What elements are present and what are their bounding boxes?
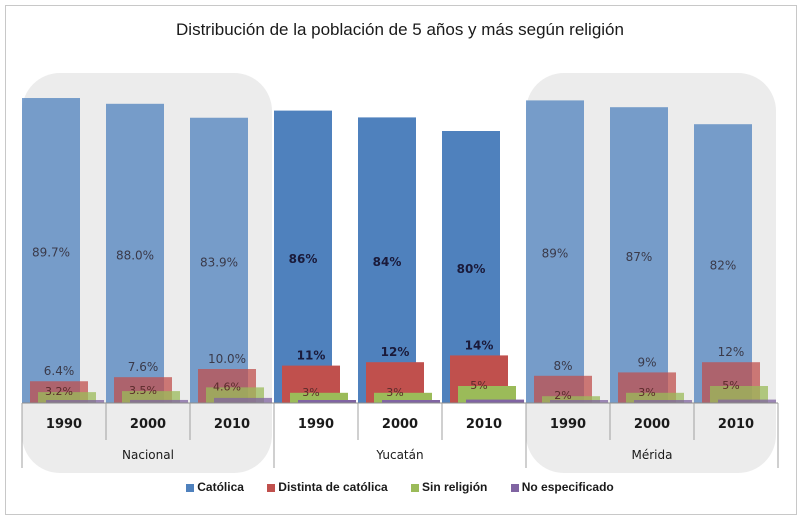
bar-católica-nacional-2000: [106, 103, 164, 404]
bar-católica-mérida-2000: [610, 107, 668, 403]
bar-sin-religión-yucatán-1990: [290, 392, 348, 403]
chart-title: Distribución de la población de 5 años y…: [176, 20, 624, 39]
bar-no-especificado-yucatán-1990: [298, 400, 356, 403]
data-label-catolica: 87%: [626, 250, 653, 264]
bar-no-especificado-mérida-2000: [634, 400, 692, 403]
bar-sin-religión-nacional-1990: [38, 392, 96, 403]
bar-sin-religión-nacional-2000: [122, 391, 180, 403]
data-label-sin-religion: 2%: [554, 389, 571, 402]
bar-católica-nacional-2010: [190, 117, 248, 404]
data-label-distinta: 10.0%: [208, 352, 246, 366]
legend-item-no-especificado: No especificado: [510, 480, 614, 494]
bar-sin-religión-yucatán-2000: [374, 392, 432, 403]
data-label-catolica: 80%: [457, 262, 486, 276]
data-label-catolica: 86%: [289, 252, 318, 266]
x-tick-label: 2010: [214, 417, 250, 432]
data-label-catolica: 82%: [710, 259, 737, 273]
data-label-catolica: 83.9%: [200, 255, 238, 269]
bar-católica-nacional-1990: [22, 98, 80, 404]
data-label-distinta: 12%: [718, 345, 745, 359]
x-tick-label: 2000: [634, 417, 670, 432]
x-tick-label: 2000: [130, 417, 166, 432]
data-label-distinta: 8%: [553, 359, 572, 373]
data-label-distinta: 14%: [465, 338, 494, 352]
bar-católica-yucatán-1990: [274, 110, 332, 403]
legend-item-distinta: Distinta de católica: [267, 480, 388, 494]
data-label-distinta: 7.6%: [128, 360, 159, 374]
legend-label: Sin religión: [422, 480, 488, 494]
x-tick-label: 2010: [718, 417, 754, 432]
data-label-distinta: 9%: [637, 355, 656, 369]
bar-sin-religión-mérida-2010: [710, 386, 768, 403]
legend-label: Católica: [197, 480, 244, 494]
data-label-catolica: 84%: [373, 255, 402, 269]
legend-label: Distinta de católica: [278, 480, 388, 494]
bar-no-especificado-mérida-1990: [550, 400, 608, 403]
data-label-catolica: 89%: [542, 247, 569, 261]
legend-swatch: [186, 483, 195, 492]
x-tick-label: 2010: [466, 417, 502, 432]
bar-no-especificado-yucatán-2000: [382, 400, 440, 403]
bar-no-especificado-nacional-2000: [130, 399, 188, 403]
bar-no-especificado-nacional-2010: [214, 397, 272, 403]
bar-católica-yucatán-2000: [358, 117, 416, 404]
data-label-sin-religion: 5%: [470, 379, 487, 392]
bar-católica-mérida-2010: [694, 124, 752, 403]
data-label-sin-religion: 4.6%: [213, 380, 241, 393]
legend-swatch: [411, 483, 420, 492]
data-label-distinta: 12%: [381, 345, 410, 359]
data-label-distinta: 6.4%: [44, 364, 75, 378]
x-tick-label: 1990: [46, 417, 82, 432]
data-label-distinta: 11%: [297, 349, 326, 363]
data-label-catolica: 88.0%: [116, 248, 154, 262]
x-tick-label: 1990: [550, 417, 586, 432]
data-label-sin-religion: 3.2%: [45, 385, 73, 398]
bar-no-especificado-nacional-1990: [46, 400, 104, 403]
group-label-mérida: Mérida: [632, 448, 673, 462]
legend-item-sin-religion: Sin religión: [411, 480, 487, 494]
group-label-nacional: Nacional: [122, 448, 174, 462]
bar-sin-religión-mérida-1990: [542, 396, 600, 403]
legend-swatch: [267, 483, 276, 492]
data-label-catolica: 89.7%: [32, 246, 70, 260]
legend-swatch: [510, 483, 519, 492]
data-label-sin-religion: 3%: [638, 386, 655, 399]
bar-sin-religión-yucatán-2010: [458, 386, 516, 403]
legend-label: No especificado: [521, 480, 614, 494]
bar-no-especificado-yucatán-2010: [466, 399, 524, 403]
x-tick-label: 2000: [382, 417, 418, 432]
legend-item-catolica: Católica: [186, 480, 244, 494]
data-label-sin-religion: 3%: [302, 386, 319, 399]
data-label-sin-religion: 5%: [722, 379, 739, 392]
bar-católica-mérida-1990: [526, 100, 584, 404]
bar-sin-religión-mérida-2000: [626, 392, 684, 403]
x-tick-label: 1990: [298, 417, 334, 432]
bar-no-especificado-mérida-2010: [718, 399, 776, 403]
group-label-yucatán: Yucatán: [375, 448, 423, 462]
legend: Católica Distinta de católica Sin religi…: [0, 480, 800, 494]
data-label-sin-religion: 3.5%: [129, 384, 157, 397]
data-label-sin-religion: 3%: [386, 386, 403, 399]
